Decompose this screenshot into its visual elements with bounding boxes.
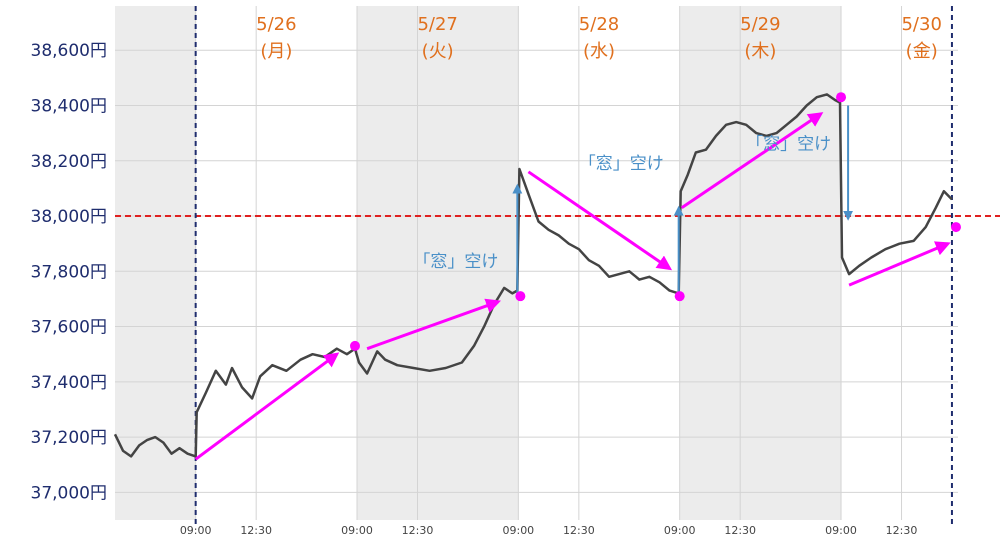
annotations: 「窓」空け「窓」空け「窓」空け xyxy=(413,135,831,272)
day-date-label: 5/27 xyxy=(417,14,457,35)
point-markers xyxy=(349,92,961,351)
point-marker xyxy=(836,92,847,103)
x-axis-labels: 09:00 12:30 09:00 12:30 09:00 12:30 09:00 12:30… xyxy=(180,524,918,537)
day-labels: 5/26 (月) 5/27 (火) 5/28 (水) 5/29 (木) 5/30 (金) xyxy=(256,14,942,62)
shaded-region xyxy=(115,6,196,520)
trend-arrow xyxy=(680,112,824,209)
y-tick-label: 38,400円 xyxy=(31,96,107,116)
y-tick-label: 37,400円 xyxy=(31,373,107,393)
x-tick-label: 09:00 xyxy=(664,524,696,537)
point-marker xyxy=(349,340,360,351)
shaded-region xyxy=(357,6,519,520)
y-tick-label: 38,000円 xyxy=(31,207,107,227)
x-tick-label: 12:30 xyxy=(563,524,595,537)
shaded-regions xyxy=(115,6,842,520)
point-marker xyxy=(674,291,685,302)
day-date-label: 5/30 xyxy=(901,14,941,35)
day-weekday-label: (水) xyxy=(583,41,615,62)
series-line xyxy=(113,93,953,458)
point-marker xyxy=(515,291,526,302)
y-tick-label: 37,600円 xyxy=(31,318,107,338)
trend-arrow xyxy=(848,241,951,287)
x-tick-label: 12:30 xyxy=(402,524,434,537)
trend-arrow xyxy=(527,170,673,271)
day-weekday-label: (月) xyxy=(260,41,292,62)
x-tick-label: 09:00 xyxy=(825,524,857,537)
day-weekday-label: (木) xyxy=(744,41,776,62)
y-tick-label: 37,800円 xyxy=(31,262,107,282)
x-tick-label: 09:00 xyxy=(341,524,373,537)
day-date-label: 5/28 xyxy=(579,14,619,35)
gap-annotation: 「窓」空け xyxy=(579,154,664,174)
x-tick-label: 09:00 xyxy=(180,524,212,537)
day-weekday-label: (金) xyxy=(906,41,938,62)
trend-arrows xyxy=(194,112,951,461)
day-date-label: 5/26 xyxy=(256,14,296,35)
y-tick-label: 38,200円 xyxy=(31,152,107,172)
day-date-label: 5/29 xyxy=(740,14,780,35)
day-weekday-label: (火) xyxy=(422,41,454,62)
x-tick-label: 12:30 xyxy=(886,524,918,537)
gap-arrows xyxy=(512,105,854,294)
gap-annotation: 「窓」空け xyxy=(413,252,498,272)
point-marker xyxy=(950,222,961,233)
y-tick-label: 37,200円 xyxy=(31,428,107,448)
y-tick-label: 37,000円 xyxy=(31,483,107,503)
x-tick-label: 09:00 xyxy=(502,524,534,537)
x-tick-label: 12:30 xyxy=(240,524,272,537)
y-tick-label: 38,600円 xyxy=(31,41,107,61)
shaded-region xyxy=(679,6,842,520)
y-axis-labels: 38,600円 38,400円 38,200円 38,000円 37,800円 37,60… xyxy=(31,41,107,503)
price-series xyxy=(113,93,953,458)
gap-annotation: 「窓」空け xyxy=(746,135,831,155)
trend-arrow xyxy=(194,352,340,461)
x-tick-label: 12:30 xyxy=(724,524,756,537)
trend-arrow xyxy=(366,298,502,351)
